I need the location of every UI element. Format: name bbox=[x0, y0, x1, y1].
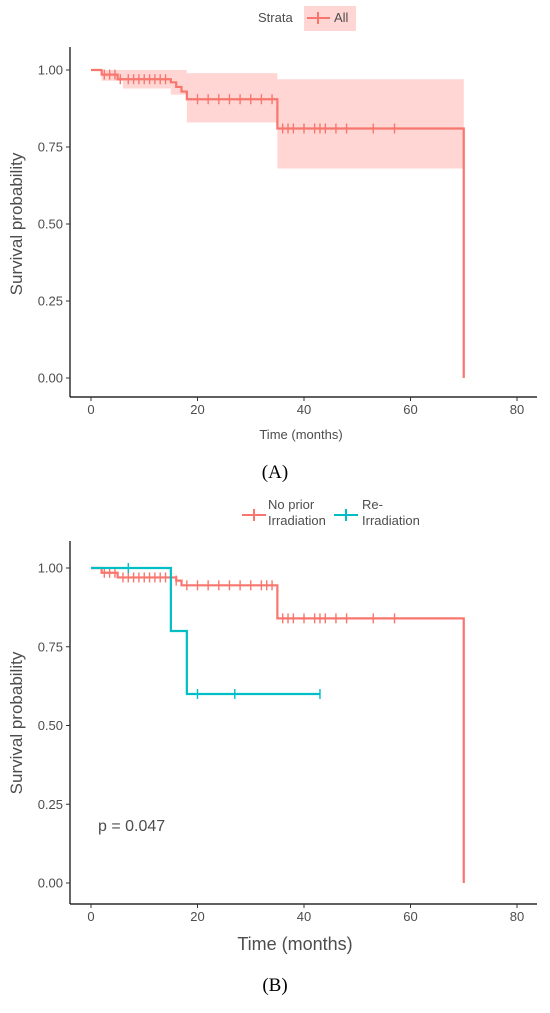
survival-curve bbox=[91, 68, 465, 378]
panel-label-b: (B) bbox=[262, 975, 287, 996]
survival-curve bbox=[91, 566, 465, 883]
y-tick-label: 0.25 bbox=[38, 294, 63, 309]
x-axis-title-a: Time (months) bbox=[259, 427, 342, 442]
x-tick-label: 20 bbox=[190, 909, 204, 924]
x-tick-label: 60 bbox=[403, 402, 417, 417]
legend-entry-no-prior: No prior Irradiation bbox=[268, 497, 326, 528]
survival-curve bbox=[91, 566, 320, 696]
y-tick-label: 0.75 bbox=[38, 639, 63, 654]
ticks-b: 0 20 40 60 80 0.00 0.25 0.50 0.75 1.00 bbox=[38, 561, 525, 925]
x-tick-label: 40 bbox=[297, 402, 311, 417]
x-axis-title-b: Time (months) bbox=[237, 934, 352, 954]
x-tick-label: 20 bbox=[190, 402, 204, 417]
y-axis-title-b: Survival probability bbox=[7, 651, 26, 794]
y-tick-label: 0.00 bbox=[38, 371, 63, 386]
legend-entry-reirr: Re- Irradiation bbox=[362, 497, 420, 528]
y-tick-label: 0.50 bbox=[38, 718, 63, 733]
panel-a: Strata All 0 20 40 60 80 0.00 0.25 0.50 0.75 1.00… bbox=[7, 6, 537, 483]
y-tick-label: 1.00 bbox=[38, 561, 63, 576]
y-tick-label: 0.25 bbox=[38, 797, 63, 812]
x-tick-label: 0 bbox=[87, 909, 94, 924]
plot-area-a bbox=[91, 68, 465, 378]
y-tick-label: 0.50 bbox=[38, 217, 63, 232]
legend-b: No prior Irradiation Re- Irradiation bbox=[242, 497, 420, 528]
legend-entry: All bbox=[334, 10, 349, 25]
legend-title: Strata bbox=[258, 10, 293, 25]
plot-area-b bbox=[91, 563, 465, 883]
y-tick-label: 0.75 bbox=[38, 140, 63, 155]
x-tick-label: 0 bbox=[87, 402, 94, 417]
legend-a: Strata All bbox=[258, 6, 356, 31]
x-tick-label: 40 bbox=[297, 909, 311, 924]
y-axis-title-a: Survival probability bbox=[7, 152, 26, 295]
x-tick-label: 80 bbox=[510, 402, 524, 417]
ticks-a: 0 20 40 60 80 0.00 0.25 0.50 0.75 1.00 bbox=[38, 63, 525, 418]
y-tick-label: 0.00 bbox=[38, 876, 63, 891]
panel-label-a: (A) bbox=[262, 462, 288, 483]
x-tick-label: 60 bbox=[403, 909, 417, 924]
panel-b: No prior Irradiation Re- Irradiation 0 20… bbox=[7, 497, 537, 996]
x-tick-label: 80 bbox=[510, 909, 524, 924]
y-tick-label: 1.00 bbox=[38, 63, 63, 78]
p-value-annotation: p = 0.047 bbox=[98, 818, 165, 835]
